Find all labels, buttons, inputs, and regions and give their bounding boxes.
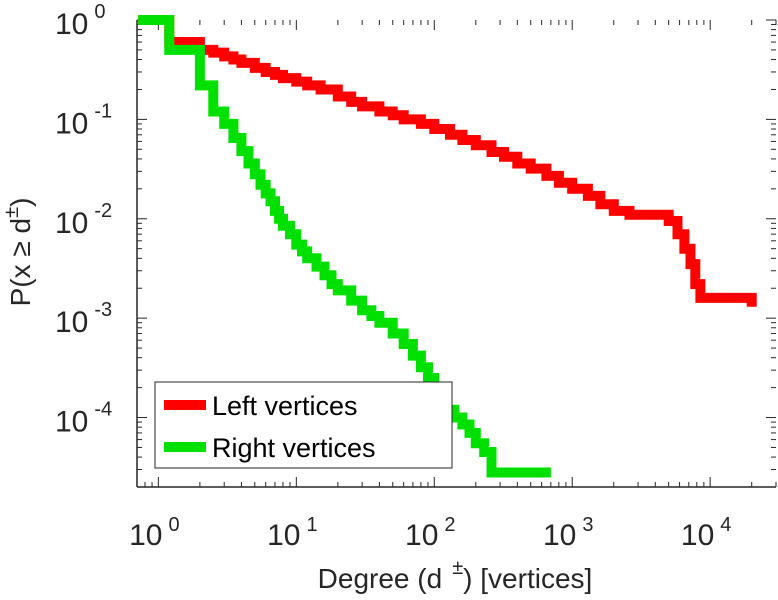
y-axis-label-suffix: ) bbox=[5, 198, 36, 207]
x-tick-label-base: 10 bbox=[681, 519, 714, 552]
x-tick-label-base: 10 bbox=[129, 519, 162, 552]
axes bbox=[136, 20, 776, 488]
y-tick-label: 10 -3 bbox=[55, 299, 112, 339]
x-tick-label-exp: 0 bbox=[168, 514, 179, 536]
y-tick-label: 10 -4 bbox=[55, 399, 112, 439]
x-axis-label: Degree (d ±) [vertices] bbox=[318, 557, 593, 594]
x-axis-label-suffix: ) [vertices] bbox=[463, 563, 592, 594]
x-tick-label-base: 10 bbox=[267, 519, 300, 552]
legend: Left vertices Right vertices bbox=[154, 381, 453, 469]
y-tick-label: 10 0 bbox=[55, 1, 106, 41]
y-axis-label-sup: ± bbox=[1, 207, 23, 218]
x-tick-label-exp: 4 bbox=[720, 514, 731, 536]
x-tick-label: 10 0 bbox=[129, 514, 180, 552]
x-tick-label: 10 2 bbox=[405, 514, 456, 552]
x-tick-label-exp: 2 bbox=[444, 514, 455, 536]
legend-label-left: Left vertices bbox=[212, 391, 358, 421]
y-tick-label: 10 -2 bbox=[55, 200, 112, 240]
x-axis-label-text: Degree (d bbox=[318, 563, 443, 594]
y-axis-label-text: P(x ≥ d bbox=[5, 218, 36, 307]
tick-labels: 10 0 10 1 10 2 10 3 10 4 10 0 10 -1 10 -2 10 -3 10 -4 bbox=[55, 1, 731, 552]
y-tick-label-exp: -4 bbox=[94, 399, 112, 421]
x-tick-label-base: 10 bbox=[543, 519, 576, 552]
y-tick-label-exp: 0 bbox=[94, 1, 105, 23]
y-tick-label: 10 -1 bbox=[55, 100, 112, 140]
y-tick-label-base: 10 bbox=[55, 207, 88, 240]
x-tick-label: 10 4 bbox=[681, 514, 732, 552]
series-line-left-vertices bbox=[138, 15, 757, 307]
x-tick-label-exp: 3 bbox=[582, 514, 593, 536]
y-tick-label-exp: -3 bbox=[94, 299, 112, 321]
y-tick-label-base: 10 bbox=[55, 406, 88, 439]
x-tick-label: 10 1 bbox=[267, 514, 318, 552]
y-tick-label-exp: -1 bbox=[94, 100, 112, 122]
legend-box bbox=[154, 381, 453, 469]
x-tick-label-base: 10 bbox=[405, 519, 438, 552]
x-tick-label-exp: 1 bbox=[306, 514, 317, 536]
y-tick-label-base: 10 bbox=[55, 8, 88, 41]
y-tick-label-base: 10 bbox=[55, 107, 88, 140]
y-axis-label: P(x ≥ d±) bbox=[1, 198, 36, 307]
x-axis-label-sup: ± bbox=[452, 557, 463, 579]
y-tick-label-base: 10 bbox=[55, 306, 88, 339]
legend-label-right: Right vertices bbox=[212, 433, 376, 463]
x-tick-label: 10 3 bbox=[543, 514, 594, 552]
y-tick-label-exp: -2 bbox=[94, 200, 112, 222]
axis-ticks bbox=[136, 19, 777, 488]
